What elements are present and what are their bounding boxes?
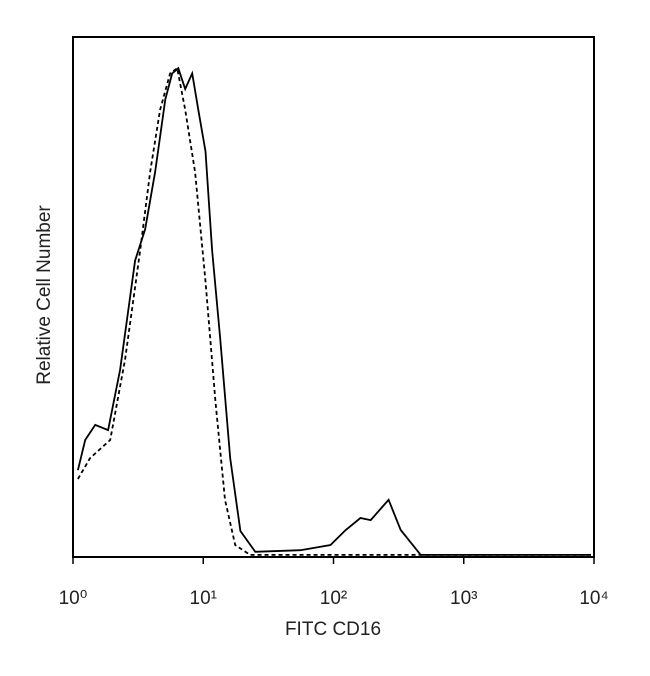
x-tick-label: 10² <box>320 588 347 609</box>
x-tick-label: 10⁴ <box>579 588 608 609</box>
plot-frame <box>72 36 595 558</box>
x-axis-label: FITC CD16 <box>285 619 381 640</box>
x-tick-label: 10⁰ <box>59 588 88 609</box>
histogram-line <box>77 66 591 556</box>
y-axis-label: Relative Cell Number <box>34 205 55 385</box>
histogram-line <box>77 66 591 556</box>
x-tick-label: 10³ <box>450 588 477 609</box>
x-tick-label: 10¹ <box>190 588 217 609</box>
